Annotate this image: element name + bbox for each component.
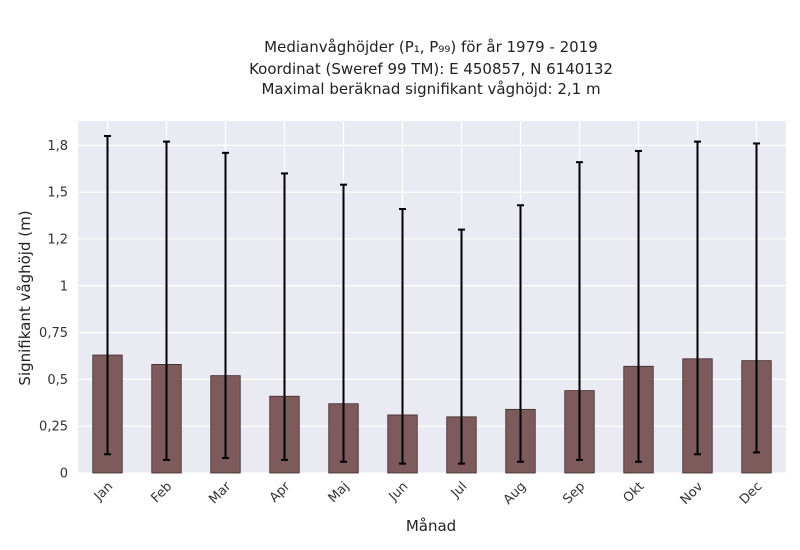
x-tick-label: Jul — [448, 479, 470, 501]
x-tick-label: Jan — [91, 479, 116, 504]
y-tick-label: 0 — [60, 467, 68, 482]
plot-area — [78, 121, 786, 473]
y-tick-label: 0,25 — [39, 420, 68, 435]
x-tick-label: Apr — [267, 479, 294, 506]
x-tick-label: Aug — [501, 479, 530, 508]
x-tick-label: Sep — [560, 479, 588, 507]
y-axis-label: Signifikant våghöjd (m) — [16, 210, 34, 385]
y-tick-label: 1 — [60, 279, 68, 294]
x-tick-label: Jun — [386, 479, 412, 505]
x-tick-label: Nov — [678, 479, 707, 508]
x-axis-ticks: Jan Feb Mar Apr Maj Jun Jul Aug Sep Okt Nov Dec — [91, 479, 765, 508]
error-bars — [104, 134, 760, 465]
x-tick-label: Dec — [737, 479, 765, 507]
y-tick-label: 0,75 — [39, 326, 68, 341]
x-tick-label: Mar — [206, 479, 234, 507]
y-tick-label: 0,5 — [47, 373, 68, 388]
y-tick-label: 1,2 — [47, 232, 68, 247]
y-tick-label: 1,5 — [47, 186, 68, 201]
title-line-2: Koordinat (Sweref 99 TM): E 450857, N 61… — [249, 60, 613, 78]
x-tick-label: Feb — [148, 479, 175, 506]
x-tick-label: Okt — [621, 479, 648, 506]
y-axis-ticks: 0 0,25 0,5 0,75 1 1,2 1,5 1,8 — [39, 139, 68, 482]
chart-title: Medianvåghöjder (P₁, P₉₉) för år 1979 - … — [249, 38, 613, 98]
x-tick-label: Maj — [326, 479, 353, 506]
title-line-1: Medianvåghöjder (P₁, P₉₉) för år 1979 - … — [264, 38, 598, 56]
x-axis-label: Månad — [406, 517, 456, 535]
y-tick-label: 1,8 — [47, 139, 68, 154]
title-line-3: Maximal beräknad signifikant våghöjd: 2,… — [261, 80, 600, 98]
